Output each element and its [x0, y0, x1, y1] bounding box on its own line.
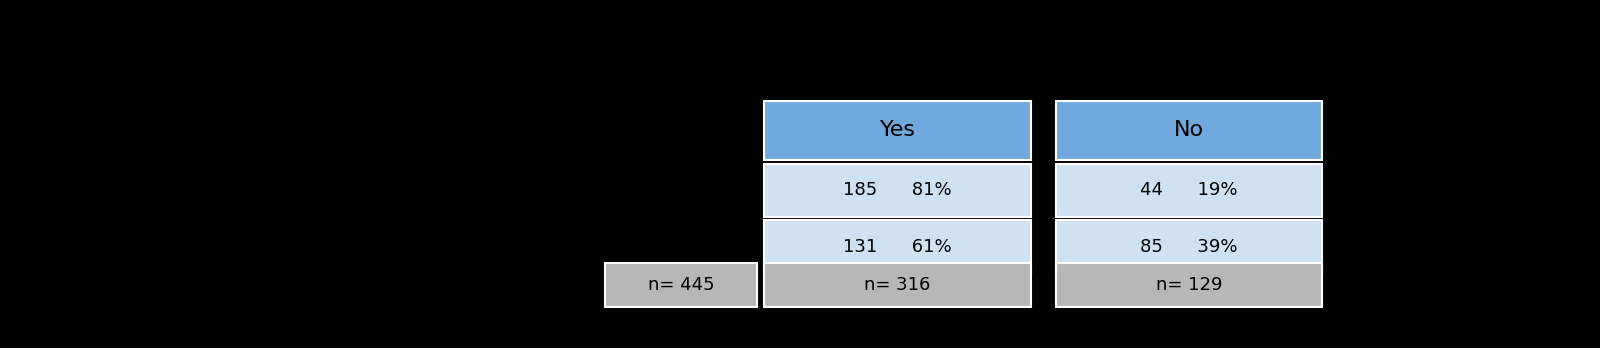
- Text: 85      39%: 85 39%: [1141, 238, 1238, 256]
- Text: n= 445: n= 445: [648, 276, 715, 294]
- FancyBboxPatch shape: [1056, 263, 1322, 307]
- Text: 131      61%: 131 61%: [843, 238, 952, 256]
- FancyBboxPatch shape: [1056, 220, 1322, 274]
- Text: n= 129: n= 129: [1155, 276, 1222, 294]
- Text: 44      19%: 44 19%: [1141, 181, 1238, 199]
- FancyBboxPatch shape: [1056, 101, 1322, 160]
- Text: 185      81%: 185 81%: [843, 181, 952, 199]
- FancyBboxPatch shape: [765, 263, 1030, 307]
- FancyBboxPatch shape: [765, 164, 1030, 217]
- Text: n= 316: n= 316: [864, 276, 931, 294]
- FancyBboxPatch shape: [765, 101, 1030, 160]
- FancyBboxPatch shape: [765, 220, 1030, 274]
- FancyBboxPatch shape: [605, 263, 757, 307]
- Text: Yes: Yes: [880, 120, 915, 140]
- FancyBboxPatch shape: [1056, 164, 1322, 217]
- Text: No: No: [1174, 120, 1203, 140]
